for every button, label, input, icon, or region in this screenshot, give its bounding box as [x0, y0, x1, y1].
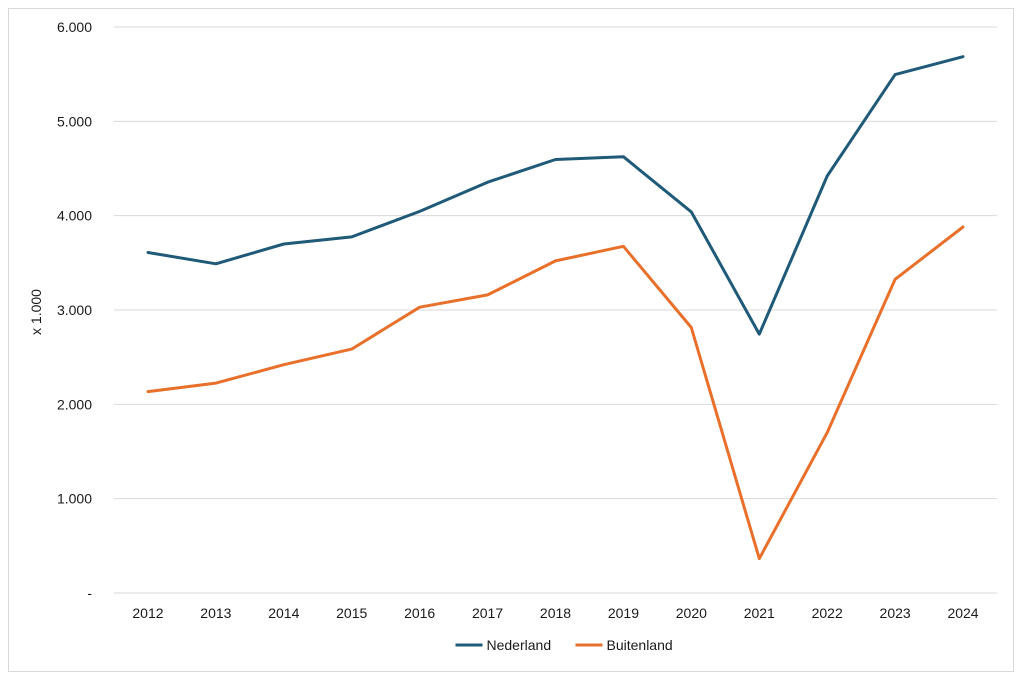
- series-line-nederland: [146, 55, 965, 336]
- gridlines: [114, 26, 997, 594]
- x-tick-label: 2020: [676, 605, 707, 621]
- x-tick-label: 2024: [947, 605, 978, 621]
- y-tick-label: -: [87, 585, 92, 601]
- y-tick-label: 3.000: [57, 302, 92, 318]
- series-lines: [146, 55, 965, 561]
- y-tick-label: 1.000: [57, 491, 92, 507]
- x-tick-label: 2017: [472, 605, 503, 621]
- legend-label: Buitenland: [607, 637, 673, 653]
- legend-label: Nederland: [487, 637, 552, 653]
- x-tick-label: 2021: [744, 605, 775, 621]
- x-tick-label: 2015: [336, 605, 367, 621]
- x-tick-label: 2014: [268, 605, 299, 621]
- x-tick-label: 2023: [880, 605, 911, 621]
- y-tick-label: 4.000: [57, 208, 92, 224]
- y-axis-ticks: - 1.000 2.000 3.000 4.000 5.000 6.000: [57, 19, 92, 601]
- x-tick-label: 2019: [608, 605, 639, 621]
- x-axis-ticks: 2012 2013 2014 2015 2016 2017 2018 2019 2020 2021…: [132, 605, 978, 621]
- y-tick-label: 5.000: [57, 113, 92, 129]
- y-axis-label: x 1.000: [28, 289, 44, 335]
- x-tick-label: 2013: [200, 605, 231, 621]
- y-tick-label: 6.000: [57, 19, 92, 35]
- y-tick-label: 2.000: [57, 396, 92, 412]
- x-tick-label: 2016: [404, 605, 435, 621]
- x-tick-label: 2012: [132, 605, 163, 621]
- x-tick-label: 2018: [540, 605, 571, 621]
- chart-frame: [8, 8, 1014, 672]
- x-tick-label: 2022: [812, 605, 843, 621]
- series-line-buitenland: [146, 225, 965, 561]
- legend: Nederland Buitenland: [455, 637, 673, 653]
